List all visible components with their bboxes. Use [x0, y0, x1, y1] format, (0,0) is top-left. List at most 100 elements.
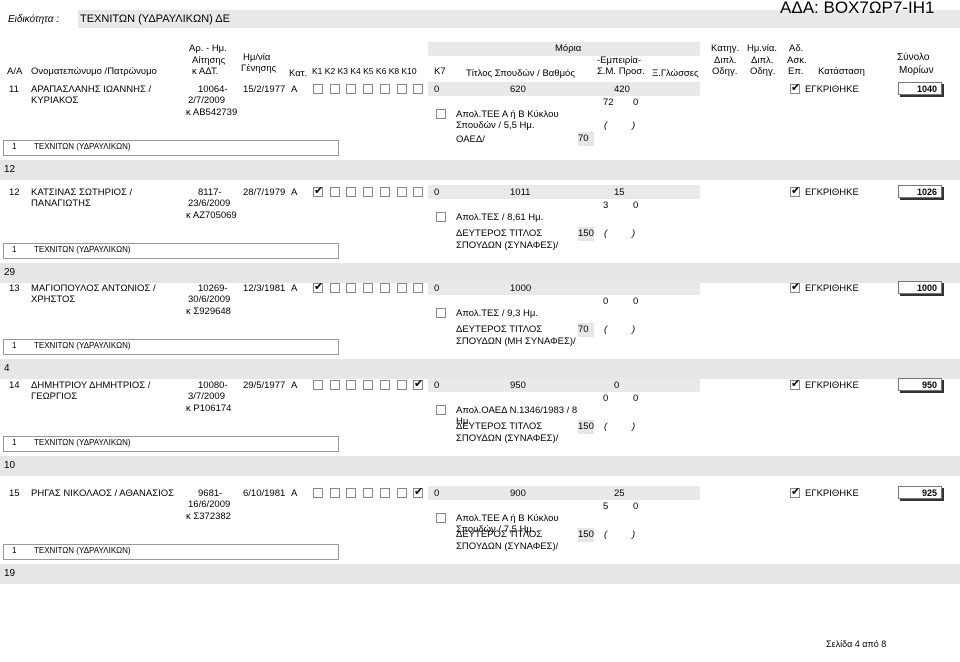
header-lang: Ξ.Γλώσσες: [652, 68, 699, 79]
row-separator-band: 19: [0, 564, 960, 584]
header-status: Κατάσταση: [818, 66, 865, 77]
k-checkbox[interactable]: [413, 283, 423, 293]
moria-bar: [428, 281, 700, 295]
header-cat-3: Οδηγ.: [712, 66, 738, 77]
status-badge: ΕΓΚΡΙΘΗΚΕ: [805, 380, 859, 391]
total-points: 925: [898, 486, 942, 499]
row-aa: 13: [9, 283, 20, 294]
k-checkbox[interactable]: [330, 283, 340, 293]
row-paren-right: ): [632, 228, 636, 239]
k-checkbox[interactable]: [380, 283, 390, 293]
header-k10: Κ10: [401, 66, 417, 76]
k-checkbox[interactable]: [363, 380, 373, 390]
status-checkbox[interactable]: [790, 283, 800, 293]
row-k7: 0: [434, 488, 440, 499]
k-checkbox[interactable]: [380, 187, 390, 197]
k-checkbox[interactable]: [363, 84, 373, 94]
status-checkbox[interactable]: [790, 488, 800, 498]
row-moria-title: 1000: [510, 283, 532, 294]
row-paren-left: (: [604, 228, 608, 239]
k-checkbox[interactable]: [346, 488, 356, 498]
row-app-number: 10064-: [198, 84, 228, 95]
k-checkbox[interactable]: [346, 187, 356, 197]
k-checkbox[interactable]: [313, 488, 323, 498]
k-checkbox[interactable]: [330, 84, 340, 94]
row-app-number: 8117-: [198, 187, 222, 198]
header-date-1: Ημ.νία.: [747, 43, 777, 54]
header-sum-2: Μορίων: [899, 65, 934, 76]
k-checkbox[interactable]: [397, 488, 407, 498]
status-checkbox[interactable]: [790, 380, 800, 390]
status-checkbox[interactable]: [790, 84, 800, 94]
k-checkbox[interactable]: [363, 187, 373, 197]
header-ad-1: Αδ.: [789, 43, 804, 54]
k-checkbox[interactable]: [397, 283, 407, 293]
row-second-title-2: ΣΠΟΥΔΩΝ (ΣΥΝΑΦΕΣ)/: [456, 541, 559, 552]
specialty-title: ΤΕΧΝΙΤΩΝ (ΥΔΡΑΥΛΙΚΩΝ) ΔΕ: [80, 13, 230, 25]
degree-checkbox[interactable]: [436, 212, 446, 222]
row-app-date: 30/6/2009: [188, 294, 231, 305]
degree-checkbox[interactable]: [436, 109, 446, 119]
total-points: 950: [898, 378, 942, 391]
status-checkbox[interactable]: [790, 187, 800, 197]
k-checkbox[interactable]: [380, 488, 390, 498]
row-app-date: 23/6/2009: [188, 198, 231, 209]
k-checkbox[interactable]: [330, 488, 340, 498]
header-date-3: Οδηγ.: [750, 66, 776, 77]
row-id-card: κ Σ372382: [186, 511, 231, 522]
row-paren-right: ): [632, 324, 636, 335]
row-second-title: ΔΕΥΤΕΡΟΣ ΤΙΤΛΟΣ: [456, 324, 543, 335]
status-badge: ΕΓΚΡΙΘΗΚΕ: [805, 187, 859, 198]
k-checkbox[interactable]: [346, 84, 356, 94]
row-specialty-name: ΤΕΧΝΙΤΩΝ (ΥΔΡΑΥΛΙΚΩΝ): [34, 245, 131, 254]
header-app-1: Αρ. - Ημ.: [189, 43, 227, 54]
row-moria-b: 0: [633, 200, 639, 211]
k-checkbox[interactable]: [413, 84, 423, 94]
k-checkbox[interactable]: [313, 84, 323, 94]
degree-checkbox[interactable]: [436, 513, 446, 523]
degree-checkbox[interactable]: [436, 308, 446, 318]
row-app-date: 2/7/2009: [188, 95, 225, 106]
k-checkbox[interactable]: [413, 380, 423, 390]
k-checkbox[interactable]: [397, 380, 407, 390]
row-dob: 28/7/1979: [243, 187, 286, 198]
total-points: 1040: [898, 82, 942, 95]
row-aa: 12: [9, 187, 20, 198]
row-app-number: 10269-: [198, 283, 228, 294]
k-checkbox[interactable]: [397, 187, 407, 197]
k-checkbox[interactable]: [330, 187, 340, 197]
row-specialty-name: ΤΕΧΝΙΤΩΝ (ΥΔΡΑΥΛΙΚΩΝ): [34, 341, 131, 350]
header-name: Ονοματεπώνυμο /Πατρώνυμο: [31, 66, 157, 77]
row-degree-2: Σπουδών / 7,5 Ημ.: [456, 524, 535, 535]
header-k8: Κ8: [388, 66, 400, 76]
row-paren-left: (: [604, 120, 608, 131]
row-second-title-2: ΣΠΟΥΔΩΝ (ΣΥΝΑΦΕΣ)/: [456, 433, 559, 444]
k-checkbox[interactable]: [397, 84, 407, 94]
total-points: 1026: [898, 185, 942, 198]
k-checkbox[interactable]: [313, 187, 323, 197]
k-checkbox[interactable]: [363, 283, 373, 293]
k-checkbox[interactable]: [363, 488, 373, 498]
k-checkbox[interactable]: [380, 380, 390, 390]
k-checkbox[interactable]: [313, 380, 323, 390]
row-dob: 6/10/1981: [243, 488, 286, 499]
k-checkbox[interactable]: [413, 488, 423, 498]
k-checkbox[interactable]: [346, 283, 356, 293]
k-checkbox[interactable]: [413, 187, 423, 197]
row-moria-exp: 15: [614, 187, 625, 198]
row-moria-b: 0: [633, 393, 639, 404]
row-moria-title: 1011: [510, 187, 531, 198]
check-mark-icon: ✔: [791, 185, 801, 197]
k-checkbox[interactable]: [330, 380, 340, 390]
k-checkbox[interactable]: [346, 380, 356, 390]
row-separator-band: 12: [0, 160, 960, 180]
row-separator-band: 10: [0, 456, 960, 476]
header-k6: Κ6: [375, 66, 387, 76]
degree-checkbox[interactable]: [436, 405, 446, 415]
second-title-points: 150: [578, 227, 594, 241]
k-checkbox[interactable]: [313, 283, 323, 293]
row-second-title-2: ΣΠΟΥΔΩΝ (ΣΥΝΑΦΕΣ)/: [456, 240, 559, 251]
row-specialty-number: 1: [12, 245, 17, 254]
row-kat: Α: [291, 380, 298, 391]
k-checkbox[interactable]: [380, 84, 390, 94]
